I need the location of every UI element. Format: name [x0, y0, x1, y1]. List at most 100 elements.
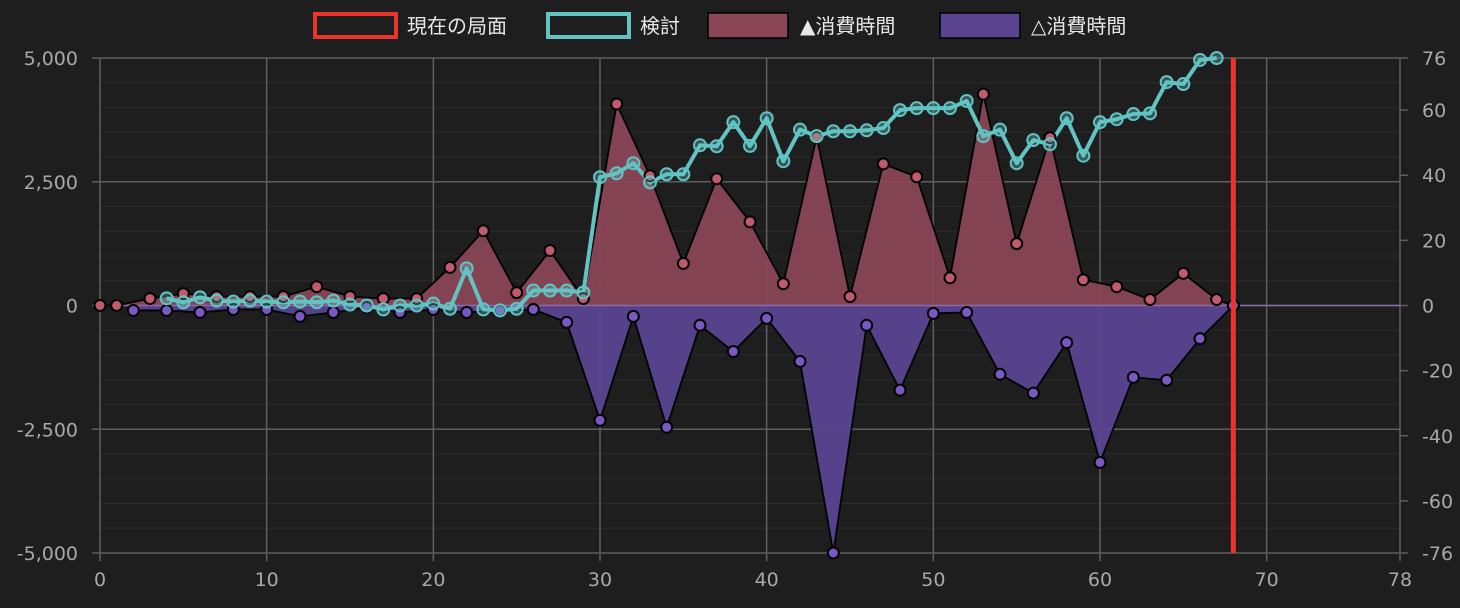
point-sente-time [1210, 293, 1224, 307]
point-gote-time [460, 305, 474, 319]
point-kentou [709, 139, 724, 154]
point-sente-time [1010, 237, 1024, 251]
point-gote-time [960, 305, 974, 319]
point-kentou [959, 93, 974, 108]
point-sente-time [1143, 293, 1157, 307]
legend-label-kentou[interactable]: 検討 [640, 14, 680, 38]
y-left-tick-label: 2,500 [24, 172, 78, 194]
point-gote-time [793, 354, 807, 368]
legend-swatch-sente-time[interactable] [707, 12, 789, 39]
x-tick-label: 0 [94, 569, 106, 591]
point-kentou [376, 302, 391, 317]
point-sente-time [976, 87, 990, 101]
point-kentou [626, 156, 641, 171]
point-kentou [826, 124, 841, 139]
point-sente-time [476, 224, 490, 238]
y-left-tick-label: -5,000 [17, 543, 78, 565]
point-sente-time [943, 271, 957, 285]
y-right-tick-label: -60 [1422, 491, 1453, 513]
x-tick-label: 60 [1088, 569, 1112, 591]
point-gote-time [660, 420, 674, 434]
point-kentou [1026, 133, 1041, 148]
point-gote-time [626, 309, 640, 323]
point-kentou [359, 298, 374, 313]
point-gote-time [926, 306, 940, 320]
point-gote-time [760, 311, 774, 325]
point-kentou [976, 129, 991, 144]
point-gote-time [193, 305, 207, 319]
y-left-tick-label: 0 [66, 296, 78, 318]
point-gote-time [693, 318, 707, 332]
legend-label-sente-time[interactable]: ▲消費時間 [800, 14, 895, 38]
y-left-tick-label: -2,500 [17, 419, 78, 441]
point-kentou [843, 124, 857, 139]
legend-swatch-gote-time[interactable] [939, 12, 1021, 39]
point-kentou [1093, 115, 1107, 130]
point-kentou [159, 291, 174, 306]
axes: 5,000 2,500 0 -2,500 -5,000 76 60 40 20 0 -20 -40 -6… [17, 48, 1453, 591]
point-kentou [509, 301, 524, 316]
point-sente-time [93, 299, 107, 312]
point-sente-time [110, 299, 124, 312]
x-tick-label: 20 [421, 569, 445, 591]
point-sente-time [743, 215, 757, 229]
point-kentou [893, 103, 907, 118]
legend-label-current[interactable]: 現在の局面 [407, 14, 507, 38]
y-right-tick-label: 60 [1422, 100, 1446, 122]
point-kentou [493, 303, 507, 318]
point-kentou [993, 122, 1007, 137]
point-kentou [259, 294, 274, 309]
point-kentou [1126, 107, 1141, 122]
point-kentou [243, 293, 257, 308]
point-sente-time [676, 256, 690, 270]
x-tick-label: 78 [1388, 569, 1412, 591]
point-kentou [526, 283, 541, 298]
point-kentou [543, 283, 557, 298]
point-sente-time [610, 97, 624, 111]
point-gote-time [1093, 455, 1107, 469]
point-kentou [1009, 156, 1024, 171]
point-gote-time [1193, 332, 1207, 346]
point-sente-time [843, 290, 857, 304]
point-kentou [1143, 106, 1157, 121]
point-kentou [943, 101, 957, 116]
legend-swatch-current[interactable] [313, 12, 398, 39]
y-right-tick-label: -20 [1422, 361, 1453, 383]
point-kentou [693, 138, 707, 153]
point-sente-time [310, 280, 324, 294]
point-kentou [393, 298, 407, 313]
y-right-tick-label: -76 [1422, 543, 1453, 565]
point-sente-time [510, 286, 524, 300]
point-kentou [1043, 137, 1057, 152]
point-kentou [759, 111, 774, 126]
point-kentou [309, 295, 324, 310]
line-gote-time [133, 304, 1234, 554]
legend-label-gote-time[interactable]: △消費時間 [1031, 14, 1126, 38]
point-kentou [809, 129, 824, 144]
y-right-tick-label: -40 [1422, 426, 1453, 448]
point-kentou [326, 293, 341, 308]
point-gote-time [1026, 386, 1040, 400]
y-right-tick-label: 76 [1422, 48, 1446, 70]
areas [100, 94, 1400, 553]
area-gote-time [133, 305, 1234, 553]
x-tick-label: 50 [921, 569, 945, 591]
point-kentou [1059, 111, 1074, 126]
legend-swatch-kentou[interactable] [546, 12, 631, 39]
point-kentou [1109, 112, 1124, 127]
point-kentou [576, 285, 591, 300]
y-right-tick-label: 0 [1422, 296, 1434, 318]
point-gote-time [826, 546, 840, 560]
point-kentou [343, 297, 357, 312]
point-kentou [609, 166, 624, 181]
point-gote-time [526, 302, 540, 316]
legend[interactable]: 現在の局面 検討 ▲消費時間 △消費時間 [313, 12, 1126, 39]
point-sente-time [1176, 266, 1190, 280]
point-gote-time [126, 303, 140, 317]
points [93, 51, 1240, 560]
point-kentou [643, 175, 657, 190]
point-gote-time [1126, 370, 1140, 384]
point-kentou [909, 101, 924, 116]
